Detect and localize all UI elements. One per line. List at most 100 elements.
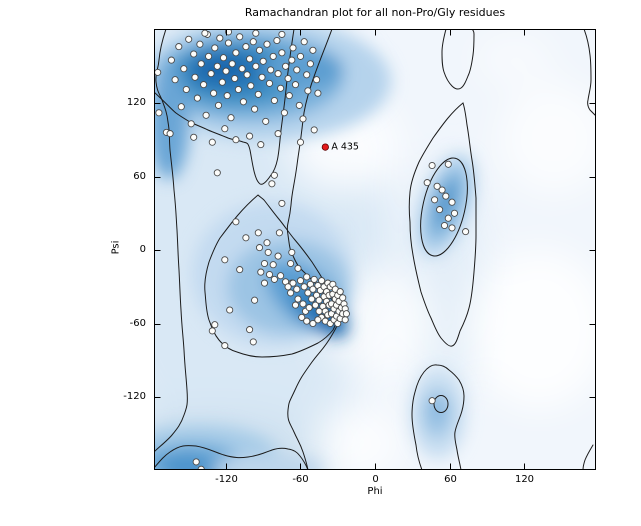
x-tick-label: -120: [215, 474, 238, 485]
residue-point: [311, 301, 319, 309]
residue-point: [304, 289, 312, 297]
contour-bottom-right: [411, 364, 465, 469]
residue-point: [294, 295, 302, 303]
residue-point: [255, 46, 264, 54]
residue-point: [242, 43, 250, 51]
residue-point: [274, 130, 282, 138]
residue-point: [254, 90, 262, 98]
residue-point: [257, 141, 265, 149]
residue-point: [211, 44, 219, 52]
residue-point: [242, 234, 250, 242]
residue-point: [202, 111, 210, 119]
residue-point: [277, 272, 285, 280]
residue-point: [310, 126, 318, 134]
residue-point: [284, 283, 292, 291]
plot-area: A 435: [154, 28, 596, 473]
residue-point: [304, 87, 312, 95]
residue-point: [303, 317, 311, 325]
residue-point: [201, 29, 209, 37]
y-tick-label: -60: [129, 317, 146, 329]
residue-point: [254, 229, 262, 237]
residue-point: [255, 244, 264, 252]
residue-point: [436, 206, 444, 214]
residue-point: [200, 81, 208, 89]
residue-point: [219, 54, 228, 62]
contour-bottom-right-core: [433, 395, 449, 413]
residue-point: [249, 338, 257, 346]
residue-point: [336, 288, 344, 296]
residue-point: [232, 218, 240, 226]
residue-point: [218, 78, 226, 86]
contour-lefthanded-inner: [420, 157, 468, 257]
residue-point: [185, 35, 193, 43]
residue-point: [167, 56, 175, 64]
residue-point: [259, 57, 267, 65]
residue-point: [232, 136, 240, 144]
residue-point: [197, 60, 205, 68]
density-heatmap: [155, 30, 595, 469]
residue-point: [216, 34, 224, 42]
residue-point: [221, 125, 229, 133]
residue-point: [303, 273, 311, 281]
residue-point: [269, 52, 277, 60]
residue-point: [180, 65, 188, 73]
residue-point: [342, 310, 350, 318]
residue-point: [227, 114, 235, 122]
residue-point: [280, 109, 288, 117]
residue-point: [293, 285, 301, 293]
residue-point: [224, 39, 233, 47]
residue-point: [251, 296, 259, 304]
contour-right-edge-bottom: [582, 444, 594, 469]
residue-point: [315, 296, 323, 304]
residue-point: [236, 33, 244, 41]
residue-point: [269, 261, 277, 269]
x-tick-label: -60: [292, 474, 309, 485]
y-tick-label: 60: [133, 170, 146, 182]
residue-point: [226, 306, 234, 314]
residue-point: [260, 279, 269, 287]
residue-point: [214, 101, 223, 109]
contour-left-inner: [155, 30, 188, 452]
scatter-points: [154, 28, 470, 473]
residue-point: [341, 316, 349, 324]
residue-point: [287, 259, 295, 268]
residue-point: [289, 279, 297, 287]
residue-point: [246, 326, 254, 334]
residue-point: [438, 186, 446, 194]
residue-point: [274, 252, 282, 260]
highlighted-residue-label: A 435: [331, 142, 359, 153]
residue-point: [440, 221, 449, 230]
residue-point: [275, 229, 283, 237]
y-tick-label: 0: [139, 243, 146, 255]
residue-point: [300, 283, 308, 291]
residue-point: [268, 180, 276, 188]
residue-point: [423, 179, 431, 187]
residue-point: [287, 289, 295, 297]
residue-point: [277, 84, 285, 92]
plot-title: Ramachandran plot for all non-Pro/Gly re…: [244, 6, 506, 19]
residue-point: [313, 76, 321, 84]
residue-point: [298, 313, 306, 321]
residue-point: [171, 76, 179, 84]
residue-point: [263, 239, 271, 247]
residue-point: [211, 321, 219, 329]
residue-point: [305, 304, 313, 312]
residue-point: [442, 192, 450, 200]
highlighted-residue: A 435: [321, 142, 359, 153]
residue-point: [265, 79, 274, 87]
residue-point: [223, 92, 231, 100]
residue-point: [296, 52, 305, 60]
residue-point: [273, 36, 281, 45]
residue-point: [294, 264, 302, 272]
contour-alpha: [204, 194, 338, 358]
y-tick-label: 120: [126, 96, 146, 108]
residue-point: [190, 133, 198, 141]
residue-point: [191, 73, 199, 81]
residue-point: [296, 277, 305, 285]
residue-point: [309, 46, 317, 54]
residue-point: [284, 74, 292, 83]
residue-point: [236, 266, 244, 274]
residue-point: [193, 94, 201, 102]
residue-point: [207, 70, 215, 78]
residue-point: [309, 285, 317, 293]
